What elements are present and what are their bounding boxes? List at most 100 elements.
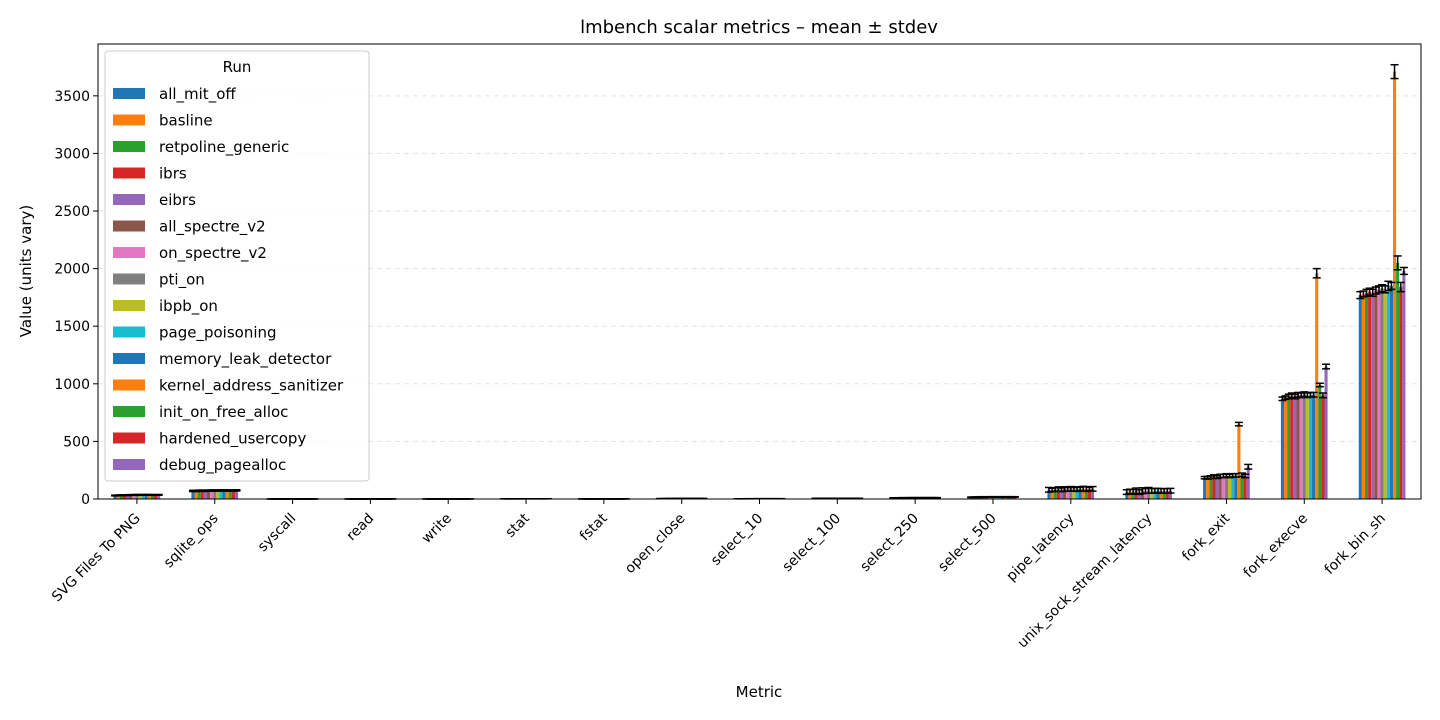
bar [1162, 490, 1166, 499]
bar [1072, 489, 1076, 499]
bar [1389, 285, 1393, 499]
bar [1364, 292, 1369, 499]
bar [1358, 295, 1362, 499]
bar [1125, 492, 1129, 499]
legend-label: memory_leak_detector [159, 350, 332, 369]
legend-swatch [113, 379, 145, 391]
bars [113, 71, 1406, 499]
x-tick-label: read [344, 511, 378, 545]
bar [991, 496, 995, 499]
bar [219, 490, 223, 499]
bar [1296, 394, 1300, 499]
y-tick-label: 500 [63, 434, 90, 450]
bar [997, 496, 1001, 499]
x-tick-label: unix_sock_stream_latency [1015, 511, 1156, 652]
x-tick-label: fstat [577, 510, 611, 544]
bar [1000, 496, 1004, 499]
legend-swatch [113, 247, 145, 258]
legend-swatch [113, 114, 145, 126]
legend-label: pti_on [159, 271, 205, 290]
bar [1075, 489, 1079, 499]
x-tick-label: sqlite_ops [161, 511, 222, 572]
x-tick-label: fork_bin_sh [1322, 511, 1389, 578]
y-axis-title: Value (units vary) [17, 205, 35, 337]
bar [1212, 476, 1216, 499]
legend-swatch [113, 194, 145, 205]
bar [1050, 490, 1054, 499]
bar [1013, 496, 1017, 499]
legend-label: ibpb_on [159, 297, 218, 316]
legend-swatch [113, 88, 145, 99]
legend-label: basline [159, 112, 213, 130]
bar [234, 490, 239, 499]
bar [1215, 477, 1219, 499]
bar [1053, 489, 1057, 499]
bar [1312, 394, 1316, 499]
x-axis-title: Metric [736, 683, 783, 701]
bar [1006, 496, 1011, 499]
y-tick-label: 1500 [54, 319, 90, 335]
bar [197, 490, 201, 499]
legend-label: debug_pagealloc [159, 456, 286, 475]
bar [1221, 475, 1225, 499]
bar [1234, 475, 1238, 499]
y-tick-label: 3000 [54, 146, 90, 162]
bar [1374, 290, 1378, 499]
bar [154, 494, 158, 499]
bar [122, 495, 127, 499]
bar [1287, 396, 1291, 499]
bar [132, 494, 136, 499]
bar [1203, 477, 1207, 499]
legend-swatch [113, 273, 145, 285]
bar [113, 495, 117, 499]
bar [1168, 490, 1172, 499]
bar [1243, 475, 1247, 499]
x-tick-label: fork_execve [1241, 511, 1312, 582]
bar [1246, 466, 1250, 499]
bar [1131, 491, 1135, 499]
x-tick-label: select_250 [857, 511, 922, 576]
legend-swatch [113, 406, 145, 417]
x-tick-label: write [419, 511, 455, 547]
bar [1293, 396, 1297, 499]
bar [206, 490, 211, 499]
bar [988, 496, 992, 499]
legend-label: kernel_address_sanitizer [159, 377, 344, 396]
legend-label: all_spectre_v2 [159, 218, 266, 237]
bar [1091, 488, 1095, 499]
bar [216, 490, 220, 499]
bar [1153, 490, 1157, 499]
legend-title: Run [223, 58, 252, 76]
bar [1302, 394, 1306, 499]
bar [119, 495, 123, 499]
bar [1059, 489, 1064, 499]
bar [225, 490, 229, 499]
legend-label: init_on_free_alloc [159, 403, 288, 422]
bar [1231, 475, 1235, 499]
bar [1284, 397, 1288, 499]
bar [194, 490, 198, 499]
bar [1318, 384, 1322, 499]
bar [126, 495, 130, 499]
x-axis: SVG Files To PNG sqlite_ops syscall read wri… [49, 499, 1389, 651]
bar [135, 494, 139, 499]
bar [1143, 490, 1148, 499]
bar [141, 494, 145, 499]
bar [1240, 474, 1244, 499]
y-tick-label: 0 [81, 492, 90, 508]
bar [1150, 490, 1154, 499]
bar [231, 490, 235, 499]
bar [1156, 490, 1160, 499]
legend-label: eibrs [159, 191, 196, 209]
bar [1299, 395, 1303, 499]
legend-swatch [113, 459, 145, 470]
y-axis: 0 500 1000 1500 2000 2500 3000 3500 [54, 89, 98, 508]
legend-swatch [113, 167, 145, 179]
bar [228, 490, 232, 499]
bar [1128, 491, 1132, 499]
bar [147, 494, 151, 499]
y-tick-label: 2000 [54, 262, 90, 278]
bar [1386, 285, 1390, 499]
bar [157, 494, 161, 499]
legend-label: hardened_usercopy [159, 430, 306, 449]
